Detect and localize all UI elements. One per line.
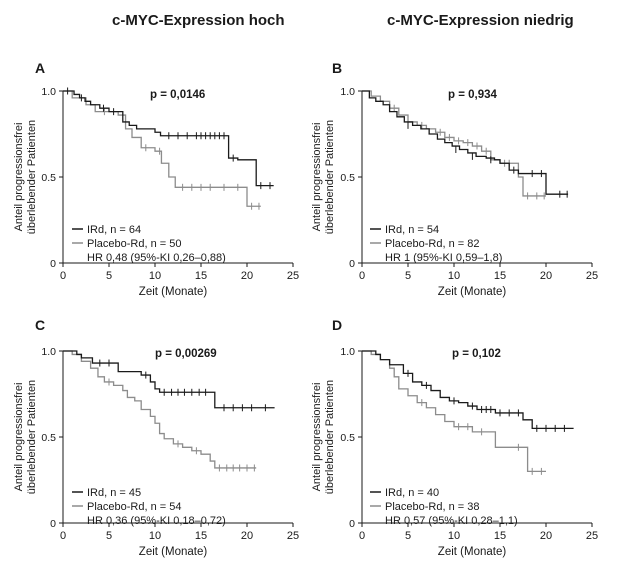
x-tick-label: 20: [540, 270, 552, 282]
y-axis-label: Anteil progressionsfrei: [311, 383, 323, 492]
panel-label: B: [332, 60, 342, 76]
y-tick-label: 1.0: [41, 346, 56, 358]
y-tick-label: 0.5: [41, 432, 56, 444]
hazard-ratio: HR 0,48 (95%-KI 0,26–0,88): [87, 252, 226, 264]
legend-placebo: Placebo-Rd, n = 50: [87, 238, 181, 250]
panel-a: Ap = 0,0146 0 5 10 15 20 25 0 0.5 1.0 Zeit (Monate…: [13, 60, 299, 298]
column-title-low: c-MYC-Expression niedrig: [387, 12, 574, 29]
x-tick-label: 5: [405, 270, 411, 282]
x-tick-label: 20: [241, 270, 253, 282]
x-axis-label: Zeit (Monate): [139, 546, 208, 558]
hazard-ratio: HR 0,57 (95%-KI 0,28–1,1): [385, 515, 518, 527]
x-tick-label: 15: [195, 270, 207, 282]
x-tick-label: 0: [359, 530, 365, 542]
y-axis-label: überlebender Patienten: [324, 120, 336, 234]
y-axis-label: überlebender Patienten: [324, 380, 336, 494]
panel-c: Cp = 0,00269 0 5 10 15 20 25 0 0.5 1.0 Zeit (Monat…: [13, 317, 299, 558]
y-axis-label: überlebender Patienten: [26, 120, 38, 234]
x-tick-label: 0: [60, 270, 66, 282]
x-tick-label: 0: [60, 530, 66, 542]
y-tick-label: 0: [349, 518, 355, 530]
panel-label: D: [332, 317, 342, 333]
x-axis-label: Zeit (Monate): [438, 546, 507, 558]
x-tick-label: 15: [494, 270, 506, 282]
legend-ird: IRd, n = 54: [385, 224, 439, 236]
y-tick-label: 1.0: [340, 346, 355, 358]
ird-curve: [362, 350, 574, 430]
panel-b: Bp = 0,934 0 5 10 15 20 25 0 0.5 1.0 Zeit (Monate)…: [311, 60, 598, 298]
x-tick-label: 10: [448, 530, 460, 542]
y-axis-label: überlebender Patienten: [26, 380, 38, 494]
x-tick-label: 10: [149, 270, 161, 282]
panel-label: A: [35, 60, 45, 76]
placebo-curve: [63, 90, 261, 207]
hazard-ratio: HR 1 (95%-KI 0,59–1,8): [385, 252, 502, 264]
y-tick-label: 0.5: [340, 432, 355, 444]
placebo-curve: [63, 350, 257, 469]
x-tick-label: 25: [287, 270, 299, 282]
hazard-ratio: HR 0,36 (95%-KI 0,18–0,72): [87, 515, 226, 527]
y-tick-label: 0: [50, 518, 56, 530]
y-tick-label: 0: [349, 258, 355, 270]
column-title-high: c-MYC-Expression hoch: [112, 12, 285, 29]
x-tick-label: 25: [586, 270, 598, 282]
p-value: p = 0,934: [448, 89, 498, 101]
x-tick-label: 5: [106, 530, 112, 542]
y-tick-label: 1.0: [41, 86, 56, 98]
x-tick-label: 0: [359, 270, 365, 282]
x-tick-label: 25: [586, 530, 598, 542]
y-tick-label: 0: [50, 258, 56, 270]
p-value: p = 0,00269: [155, 348, 217, 360]
legend-ird: IRd, n = 64: [87, 224, 141, 236]
y-tick-label: 1.0: [340, 86, 355, 98]
x-tick-label: 15: [494, 530, 506, 542]
ird-curve: [63, 350, 275, 409]
x-tick-label: 20: [241, 530, 253, 542]
x-tick-label: 15: [195, 530, 207, 542]
legend-placebo: Placebo-Rd, n = 82: [385, 238, 479, 250]
x-tick-label: 5: [106, 270, 112, 282]
y-tick-label: 0.5: [340, 172, 355, 184]
x-axis-label: Zeit (Monate): [438, 286, 507, 298]
legend-placebo: Placebo-Rd, n = 38: [385, 501, 479, 513]
ird-curve: [63, 90, 274, 187]
legend-ird: IRd, n = 40: [385, 487, 439, 499]
y-axis-label: Anteil progressionsfrei: [311, 123, 323, 232]
panel-label: C: [35, 317, 45, 333]
x-tick-label: 5: [405, 530, 411, 542]
y-axis-label: Anteil progressionsfrei: [13, 123, 25, 232]
x-tick-label: 25: [287, 530, 299, 542]
x-tick-label: 10: [149, 530, 161, 542]
ird-curve: [362, 90, 569, 195]
x-tick-label: 10: [448, 270, 460, 282]
x-tick-label: 20: [540, 530, 552, 542]
legend-placebo: Placebo-Rd, n = 54: [87, 501, 181, 513]
x-axis-label: Zeit (Monate): [139, 286, 208, 298]
p-value: p = 0,0146: [150, 89, 205, 101]
y-axis-label: Anteil progressionsfrei: [13, 383, 25, 492]
p-value: p = 0,102: [452, 348, 501, 360]
y-tick-label: 0.5: [41, 172, 56, 184]
panel-d: Dp = 0,102 0 5 10 15 20 25 0 0.5 1.0 Zeit (Monate)…: [311, 317, 598, 558]
legend-ird: IRd, n = 45: [87, 487, 141, 499]
